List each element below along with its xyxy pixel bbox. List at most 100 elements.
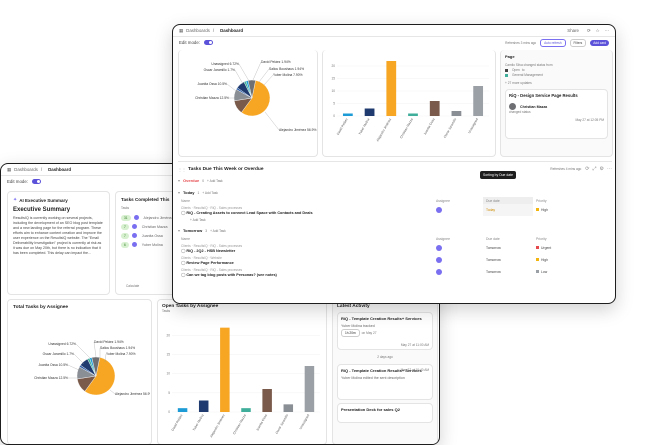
star-icon[interactable]: ☆ [595, 27, 600, 33]
task-name-cell: Clients · ResultsIQ · RiQ - Sales proces… [178, 204, 433, 216]
settings-icon[interactable]: ⚙ [599, 166, 604, 172]
priority-cell[interactable]: Low [533, 266, 612, 278]
activity-item-2[interactable]: RiQ - Template Creation Results+ Service… [337, 364, 433, 400]
y-tick-label: 0 [333, 114, 335, 118]
bar-juanita-ossa[interactable] [429, 101, 440, 116]
col-due[interactable]: Due date [486, 236, 500, 241]
tasks-completed-title: Tasks Completed This [121, 197, 170, 202]
activity-item[interactable]: RiQ - Design Service Page Results Christ… [505, 89, 608, 139]
breadcrumb-root[interactable]: Dashboards [186, 28, 210, 33]
refresh-icon[interactable]: ⟳ [586, 27, 591, 33]
bar-unassigned[interactable] [473, 86, 484, 116]
task-checkbox-icon[interactable]: ◯ [181, 260, 187, 265]
priority-cell[interactable]: High [533, 204, 612, 216]
add-task-link[interactable]: + Add Task [210, 228, 226, 233]
activity-item-title: RiQ - Template Creation Results+ Service… [341, 316, 422, 321]
col-assignee[interactable]: Assignee [436, 236, 450, 241]
bar-oscar-jaramillo[interactable] [451, 111, 462, 116]
y-tick-label: 15 [166, 353, 170, 357]
pie-slice-unassigned[interactable] [91, 356, 101, 377]
calculate-footer[interactable]: Calculate [126, 284, 140, 288]
task-row[interactable]: Clients · ResultsIQ · RiQ - Sales proces… [178, 242, 612, 254]
bar-oscar-jaramillo[interactable] [283, 404, 294, 412]
col-name[interactable]: Name [181, 236, 191, 241]
activity-item-title: RiQ - Template Creation Results+ Service… [341, 368, 422, 373]
pie-slice-alejandro-jiménez[interactable] [84, 357, 116, 396]
edit-mode-label: Edit mode: [179, 40, 200, 45]
task-row[interactable]: Clients · ResultsIQ · RiQ - Sales proces… [178, 204, 612, 216]
refresh-icon[interactable]: ⟳ [585, 166, 590, 172]
assignee-cell[interactable] [433, 254, 483, 266]
add-card-button[interactable]: Add card [590, 39, 609, 46]
due-date-cell[interactable]: Tomorrow [486, 258, 501, 262]
due-date-cell[interactable]: Tomorrow [486, 246, 501, 250]
expand-icon[interactable]: ⤢ [592, 166, 597, 172]
task-checkbox-icon[interactable]: ◯ [181, 248, 187, 253]
collapse-icon[interactable]: ▾ [178, 190, 181, 195]
bar-juanita-ossa[interactable] [262, 389, 272, 412]
pie-label: Alejandro Jiménez 56.9% [115, 392, 150, 396]
task-name[interactable]: Review Page Performance [186, 260, 234, 265]
assignee-cell[interactable] [433, 242, 483, 254]
task-checkbox-icon[interactable]: ◯ [181, 210, 187, 215]
assignee-cell[interactable] [433, 204, 483, 216]
bar-christian-mazza[interactable] [241, 408, 251, 412]
x-tick-label: Juanita Ossa [255, 413, 268, 431]
bar-alejandro-jiménez[interactable] [386, 61, 397, 116]
col-due[interactable]: Due date [483, 197, 533, 204]
grid-icon: ▦ [179, 27, 184, 33]
bar-yuber-molina[interactable] [364, 108, 375, 117]
more-icon[interactable]: ⋯ [604, 27, 609, 33]
add-task-link[interactable]: + Add Task [207, 178, 223, 183]
pie-label: Juanita Ossa 10.5% [197, 82, 227, 86]
due-date-cell[interactable]: Today [483, 204, 533, 216]
bar-alejandro-jiménez[interactable] [220, 327, 230, 412]
bar-unassigned[interactable] [304, 366, 315, 412]
more-updates-link[interactable]: + 27 more updates [505, 81, 532, 85]
overdue-label[interactable]: Overdue [183, 178, 200, 183]
share-button[interactable]: Share [567, 28, 579, 33]
activity-item-1[interactable]: RiQ - Template Creation Results+ Service… [337, 312, 433, 350]
col-priority[interactable]: Priority [536, 236, 547, 241]
add-task-link[interactable]: + Add Task [190, 218, 206, 222]
autorefresh-chip[interactable]: Auto refresh [540, 38, 566, 47]
collapse-icon[interactable]: ▾ [178, 228, 181, 233]
task-row[interactable]: Clients · ResultsIQ · RiQ - Sales proces… [178, 266, 612, 278]
bar-christian-mazza[interactable] [408, 113, 418, 117]
priority-cell[interactable]: High [533, 254, 612, 266]
back-pie-title: Total Tasks by Assignee [13, 305, 69, 310]
tomorrow-label[interactable]: Tomorrow [183, 228, 203, 233]
pie-leader-line [234, 69, 244, 85]
edit-mode-label: Edit mode: [7, 179, 28, 184]
breadcrumb-root[interactable]: Dashboards [14, 167, 38, 172]
today-label[interactable]: Today [183, 190, 195, 195]
bar-david-peláez[interactable] [177, 408, 188, 412]
bar-yuber-molina[interactable] [198, 400, 209, 413]
filters-button[interactable]: Filters [569, 38, 587, 47]
col-name[interactable]: Name [181, 198, 191, 203]
task-name[interactable]: RiQ - Creating Assets to connect Lead Sp… [186, 210, 313, 215]
more-icon[interactable]: ⋯ [607, 166, 612, 172]
assignee-name: Juanita Ossa [141, 233, 163, 238]
pie-slice-unassigned[interactable] [247, 79, 256, 99]
back-bar-ylabel: Tasks [162, 309, 171, 313]
pie-slice-alejandro-jiménez[interactable] [241, 80, 271, 117]
priority-cell[interactable]: Urgent [533, 242, 612, 254]
col-priority[interactable]: Priority [536, 198, 547, 203]
add-task-link[interactable]: + Add Task [202, 190, 218, 195]
collapse-icon[interactable]: ▾ [178, 178, 181, 183]
due-date-cell[interactable]: Tomorrow [486, 270, 501, 274]
avatar [436, 268, 442, 275]
priority-label: High [541, 208, 548, 212]
bar-david-peláez[interactable] [342, 113, 353, 117]
activity-item-3[interactable]: Presentation Deck for sales Q2 [337, 403, 433, 423]
assignee-cell[interactable] [433, 266, 483, 278]
edit-mode-toggle[interactable] [204, 40, 213, 45]
col-assignee[interactable]: Assignee [436, 198, 450, 203]
task-row[interactable]: Clients · ResultsIQ · Website ◯ Review Pa… [178, 254, 612, 266]
edit-mode-toggle[interactable] [32, 179, 41, 184]
task-name[interactable]: Can we tag blog posts with Personas? (se… [186, 272, 277, 277]
task-checkbox-icon[interactable]: ◯ [181, 272, 187, 277]
activity-top-meta: Camilo Silva changed status from [505, 63, 553, 67]
task-name[interactable]: RiQ - 2Q2 - HSB Newsletter [186, 248, 236, 253]
